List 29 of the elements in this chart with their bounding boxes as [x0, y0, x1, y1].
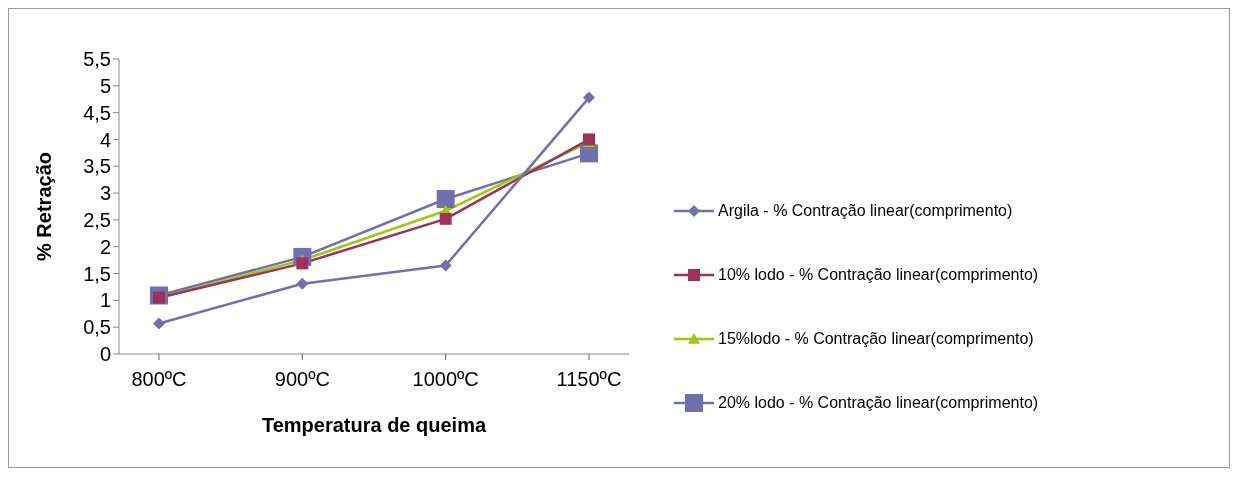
point: [436, 189, 455, 208]
y-axis-title: % Retração: [33, 152, 56, 261]
point: [439, 212, 452, 225]
y-tick-label: 5,5: [83, 48, 111, 71]
y-tick-label: 0,5: [83, 316, 111, 339]
point: [296, 277, 309, 290]
x-tick-label: 900ºC: [274, 368, 330, 391]
y-tick-label: 3: [99, 182, 111, 205]
y-tick-label: 4: [99, 128, 111, 151]
x-tick-label: 800ºC: [131, 368, 187, 391]
x-tick-label: 1150ºC: [556, 368, 622, 391]
legend-label: Argila - % Contração linear(comprimento): [718, 202, 1013, 220]
y-tick-label: 0: [99, 343, 111, 366]
y-tick-label: 1,5: [83, 262, 111, 285]
y-tick-label: 1: [99, 289, 111, 312]
y-tick-label: 5: [99, 74, 111, 97]
x-tick-label: 1000ºC: [412, 368, 479, 391]
y-tick-label: 2: [99, 235, 111, 258]
point: [296, 257, 309, 270]
point: [439, 259, 452, 272]
legend-label: 20% lodo - % Contração linear(comprimento): [718, 394, 1039, 412]
legend-label: 15%lodo - % Contração linear(comprimento): [718, 330, 1034, 348]
y-tick-label: 3,5: [83, 155, 111, 178]
point: [583, 91, 595, 104]
legend-label: 10% lodo - % Contração linear(comprimento): [718, 266, 1039, 284]
point: [153, 317, 165, 330]
y-tick-label: 2,5: [83, 209, 111, 232]
x-axis-title: Temperatura de queima: [261, 414, 487, 436]
y-tick-label: 4,5: [83, 101, 111, 124]
